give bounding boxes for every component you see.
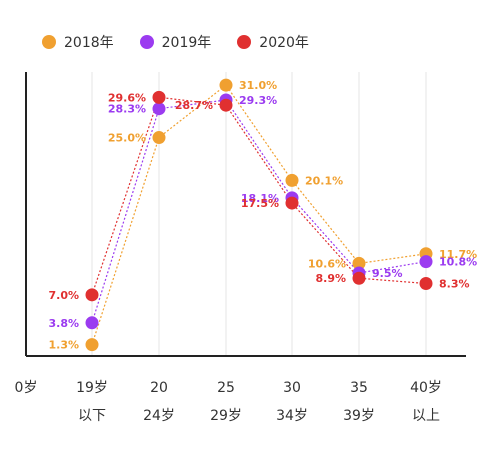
series-line-2 <box>91 96 427 295</box>
legend-label-2019: 2019年 <box>161 35 212 51</box>
data-point-s0-1 <box>152 131 166 145</box>
data-label-s0-5: 11.7% <box>439 248 477 261</box>
data-label-s0-0: 1.3% <box>48 339 79 352</box>
legend-item-2019: 2019年 <box>139 32 212 52</box>
x-tick-label-1-line1: 20 <box>150 380 168 396</box>
x-tick-label-4-line2: 39岁 <box>343 408 375 424</box>
data-point-s2-3 <box>285 196 299 210</box>
data-label-s2-2: 28.7% <box>175 99 213 112</box>
data-label-s1-4: 9.5% <box>372 267 403 280</box>
data-point-s1-0 <box>85 316 99 330</box>
data-point-s2-2 <box>219 98 233 112</box>
data-point-s2-0 <box>85 288 99 302</box>
legend-item-2018: 2018年 <box>42 32 114 52</box>
legend-item-2020: 2020年 <box>237 32 309 52</box>
data-label-s0-4: 10.6% <box>308 257 346 270</box>
data-point-s1-1 <box>152 102 166 116</box>
x-tick-label-0-line1: 19岁 <box>76 380 108 396</box>
legend: 2018年 2019年 2020年 <box>42 32 309 52</box>
data-label-s2-3: 17.5% <box>241 197 279 210</box>
data-label-s0-1: 25.0% <box>108 132 146 145</box>
data-point-s1-5 <box>419 255 433 269</box>
legend-swatch-2019 <box>139 35 154 49</box>
data-label-s1-1: 28.3% <box>108 103 146 116</box>
x-tick-label-5-line1: 40岁 <box>410 380 442 396</box>
data-point-s0-0 <box>85 338 99 352</box>
data-point-s2-1 <box>152 90 166 104</box>
data-point-s2-4 <box>352 271 366 285</box>
data-label-s2-4: 8.9% <box>315 272 346 285</box>
x-tick-label-5-line2: 以上 <box>412 408 440 424</box>
data-label-s2-0: 7.0% <box>48 289 79 302</box>
legend-swatch-2018 <box>42 35 56 49</box>
data-point-s2-5 <box>419 276 433 290</box>
legend-label-2018: 2018年 <box>64 35 114 51</box>
data-label-s1-2: 29.3% <box>239 94 277 107</box>
data-point-s0-4 <box>352 256 366 270</box>
data-label-s2-1: 29.6% <box>108 91 146 104</box>
data-point-s0-3 <box>285 173 299 187</box>
legend-label-2020: 2020年 <box>259 35 309 51</box>
x-tick-label-origin: 0岁 <box>15 380 38 396</box>
x-tick-label-0-line2: 以下 <box>78 408 106 424</box>
x-tick-label-2-line1: 25 <box>217 380 235 396</box>
series-line-0 <box>91 84 427 345</box>
x-tick-label-3-line1: 30 <box>283 380 301 396</box>
series-line-1 <box>91 99 427 323</box>
x-tick-label-3-line2: 34岁 <box>276 408 308 424</box>
data-label-s2-5: 8.3% <box>439 277 470 290</box>
data-label-s0-2: 31.0% <box>239 79 277 92</box>
data-label-s1-3: 18.1% <box>241 192 279 205</box>
data-point-s0-2 <box>219 78 233 92</box>
x-tick-label-1-line2: 24岁 <box>143 408 175 424</box>
legend-swatch-2020 <box>237 35 252 49</box>
data-label-s0-3: 20.1% <box>305 174 343 187</box>
x-tick-label-4-line1: 35 <box>350 380 368 396</box>
data-label-s1-5: 10.8% <box>439 256 477 269</box>
data-label-s1-0: 3.8% <box>48 317 79 330</box>
x-tick-label-2-line2: 29岁 <box>210 408 242 424</box>
